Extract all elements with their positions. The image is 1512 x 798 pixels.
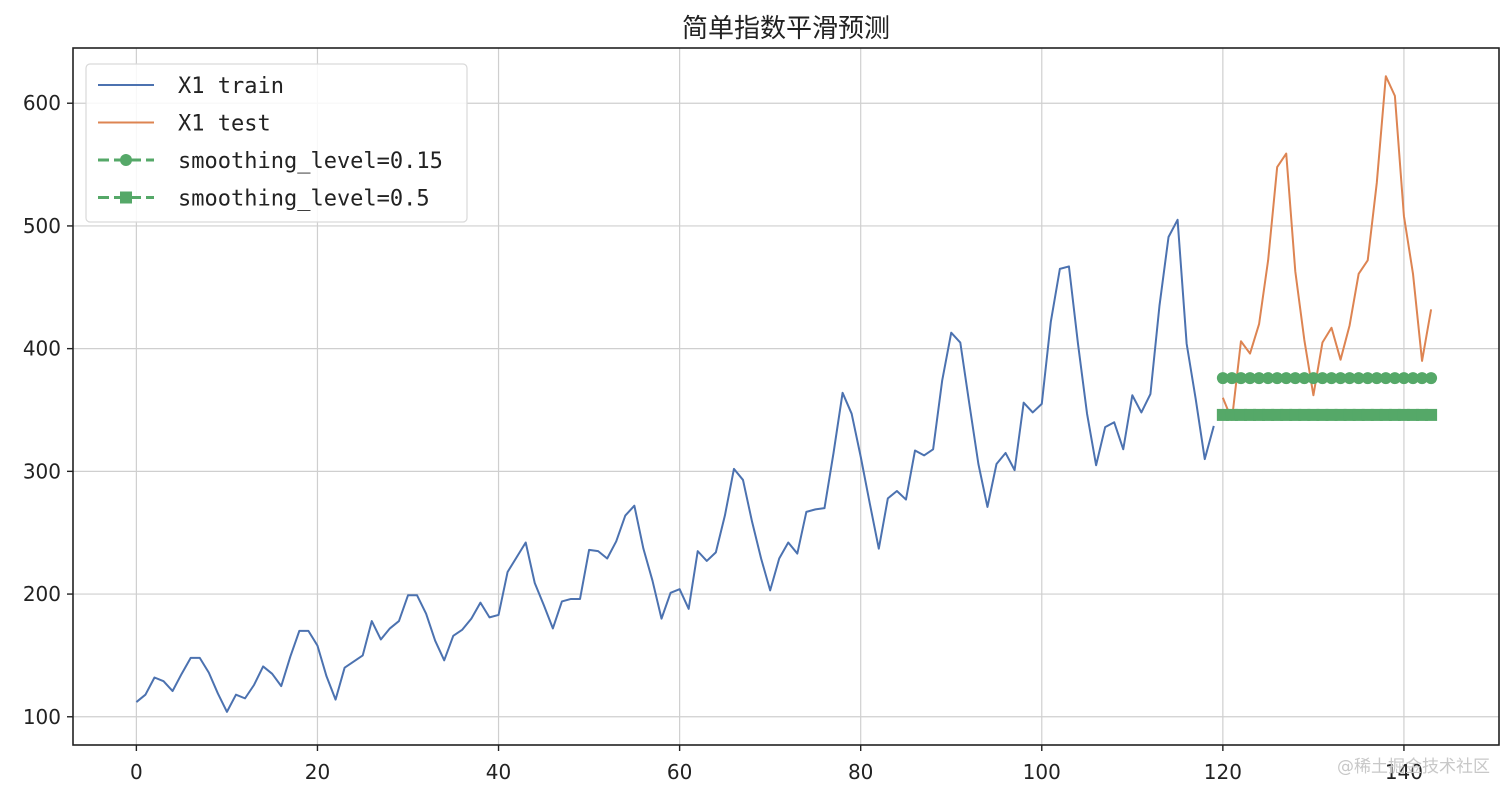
y-tick-label: 500 [23, 214, 61, 238]
x-tick-label: 0 [130, 760, 143, 784]
legend-label: smoothing_level=0.15 [178, 149, 443, 174]
legend-label: X1 train [178, 74, 284, 99]
legend-box [85, 63, 468, 223]
series-point-square [1325, 408, 1338, 421]
y-tick-label: 100 [23, 705, 61, 729]
series-point-square [1289, 408, 1302, 421]
series-point-circle [1352, 372, 1365, 385]
legend-label: smoothing_level=0.5 [178, 187, 430, 212]
series-point-circle [1325, 372, 1338, 385]
y-tick-label: 300 [23, 459, 61, 483]
series-point-square [1298, 408, 1311, 421]
series-point-square [1416, 408, 1429, 421]
series-line-0 [135, 218, 1215, 713]
series-point-square [1379, 408, 1392, 421]
y-tick-label: 200 [23, 582, 61, 606]
series-point-circle [1397, 372, 1410, 385]
grid-lines [73, 48, 1499, 745]
x-tick-label: 40 [486, 760, 511, 784]
series-point-square [1388, 408, 1401, 421]
series-point-circle [1234, 372, 1247, 385]
series-point-square [1334, 408, 1347, 421]
series-point-square [1343, 408, 1356, 421]
series-point-circle [1253, 372, 1266, 385]
series-point-circle [1298, 372, 1311, 385]
series-point-square [1271, 408, 1284, 421]
series-point-circle [1316, 372, 1329, 385]
x-tick-label: 120 [1204, 760, 1242, 784]
series-point-square [1244, 408, 1257, 421]
series-point-circle [1425, 372, 1438, 385]
series-point-circle [1280, 372, 1293, 385]
series-point-square [1307, 408, 1320, 421]
series-point-circle [1343, 372, 1356, 385]
series-point-circle [1225, 372, 1238, 385]
series-layer [135, 75, 1438, 713]
series-point-square [1216, 408, 1229, 421]
series-line-1 [1221, 75, 1433, 421]
legend-swatch-circle [120, 154, 132, 166]
legend-label: X1 test [178, 112, 271, 137]
series-point-square [1225, 408, 1238, 421]
series-point-square [1262, 408, 1275, 421]
series-point-circle [1216, 372, 1229, 385]
series-point-circle [1271, 372, 1284, 385]
series-point-circle [1334, 372, 1347, 385]
series-point-circle [1406, 372, 1419, 385]
axis-ticks: 0 20 40 60 80 100 120 140 100 200 300 400 500 600 [23, 91, 1423, 784]
series-point-square [1253, 408, 1266, 421]
series-point-square [1280, 408, 1293, 421]
series-point-circle [1379, 372, 1392, 385]
chart-title: 简单指数平滑预测 [682, 14, 890, 44]
x-tick-label: 60 [667, 760, 692, 784]
y-tick-label: 600 [23, 91, 61, 115]
series-point-square [1316, 408, 1329, 421]
x-tick-label: 20 [305, 760, 330, 784]
series-point-square [1397, 408, 1410, 421]
legend-swatch-square [120, 191, 132, 204]
plot-frame [72, 47, 1500, 746]
series-point-square [1425, 408, 1438, 421]
watermark-text: @稀土掘金技术社区 [1337, 757, 1490, 777]
series-point-circle [1388, 372, 1401, 385]
y-tick-label: 400 [23, 337, 61, 361]
x-tick-label: 80 [848, 760, 873, 784]
series-point-circle [1244, 372, 1257, 385]
series-point-circle [1370, 372, 1383, 385]
series-point-circle [1307, 372, 1320, 385]
series-point-square [1370, 408, 1383, 421]
x-tick-label: 100 [1023, 760, 1061, 784]
series-point-circle [1361, 372, 1374, 385]
legend: X1 train X1 test smoothing_level=0.15smoot… [85, 63, 468, 223]
series-point-circle [1416, 372, 1429, 385]
series-point-square [1361, 408, 1374, 421]
series-point-square [1234, 408, 1247, 421]
x-tick-label: 140 [1385, 760, 1423, 784]
series-point-square [1406, 408, 1419, 421]
series-point-circle [1289, 372, 1302, 385]
series-point-circle [1262, 372, 1275, 385]
series-point-square [1352, 408, 1365, 421]
